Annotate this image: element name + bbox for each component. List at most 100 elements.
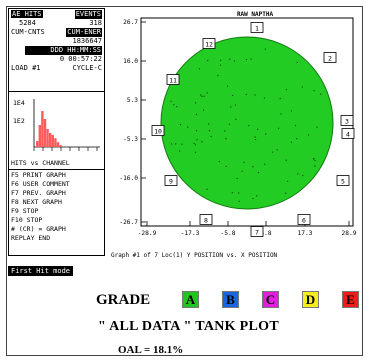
- hit-speck: [195, 151, 197, 153]
- hit-speck: [263, 97, 265, 99]
- hit-speck: [195, 113, 197, 115]
- hit-speck: [241, 170, 243, 172]
- hit-speck: [254, 94, 256, 96]
- hit-speck: [179, 123, 182, 126]
- histogram-bar: [41, 111, 44, 147]
- sensor-8: 8: [199, 214, 213, 225]
- hit-speck: [271, 151, 273, 153]
- hit-speck: [238, 200, 240, 202]
- hit-speck: [264, 163, 266, 165]
- hit-speck: [218, 160, 220, 163]
- hit-speck: [320, 93, 322, 95]
- hit-speck: [193, 142, 195, 144]
- histogram-ytop-label: 1E4: [13, 99, 25, 107]
- grade-a-box: A: [182, 291, 199, 308]
- grade-d-box: D: [302, 291, 319, 308]
- grade-a-letter: A: [185, 292, 196, 307]
- sensor-label: 12: [205, 40, 213, 48]
- hit-speck: [173, 104, 175, 106]
- hit-speck: [264, 48, 266, 50]
- cum-value: 1836647: [72, 37, 102, 45]
- divider: [9, 169, 104, 170]
- sensor-label: 9: [169, 177, 173, 185]
- hit-speck: [256, 195, 258, 197]
- load-label: LOAD #1: [11, 64, 41, 72]
- hit-speck: [207, 59, 209, 62]
- plot-caption: Graph #1 of 7 Loc(1) Y POSITION vs. X PO…: [111, 252, 278, 259]
- y-tick-label: -5.3: [123, 136, 138, 143]
- hit-speck: [219, 64, 222, 66]
- tank-floor-hits: [160, 36, 334, 210]
- hit-speck: [276, 149, 278, 151]
- sensor-label: 1: [255, 24, 259, 32]
- cum-ener-label: CUM-ENER: [66, 28, 102, 37]
- histogram-bar: [49, 133, 52, 147]
- hit-speck: [201, 95, 203, 97]
- x-tick-label: -5.8: [221, 230, 236, 237]
- hit-speck: [170, 100, 172, 102]
- hit-speck: [203, 95, 205, 97]
- histogram-bar: [46, 129, 49, 147]
- histogram-bar: [54, 138, 57, 147]
- events-value: 318: [89, 19, 102, 27]
- hit-speck: [290, 110, 292, 112]
- hits-values: 5284 318: [11, 19, 102, 28]
- histogram-bar: [36, 141, 39, 147]
- sensor-box: [164, 175, 178, 186]
- hit-speck: [255, 139, 257, 141]
- hit-speck: [194, 144, 196, 146]
- sensor-9: 9: [164, 175, 178, 186]
- hit-speck: [313, 90, 315, 92]
- y-tick-label: 16.0: [123, 58, 138, 65]
- hit-speck: [254, 136, 256, 138]
- hit-speck: [279, 98, 281, 100]
- histogram-ticks: [33, 147, 98, 151]
- hit-speck: [314, 165, 316, 167]
- first-hit-mode-badge: First Hit mode: [8, 266, 74, 276]
- hit-speck: [176, 106, 178, 108]
- hit-speck: [187, 126, 189, 128]
- sensor-box: [297, 214, 311, 225]
- hit-speck: [265, 133, 267, 135]
- grade-legend: GRADE A B C D E " ALL DATA " TANK PLOT O…: [0, 284, 377, 364]
- sensor-label: 10: [154, 127, 162, 135]
- hit-speck: [206, 92, 208, 94]
- hit-speck: [206, 188, 208, 190]
- fkey-user-comment[interactable]: F6 USER COMMENT: [11, 180, 70, 188]
- hit-speck: [230, 106, 232, 108]
- hit-speck: [195, 102, 197, 104]
- hit-speck: [290, 141, 292, 143]
- hit-speck: [170, 143, 173, 145]
- fkey-cr-graph[interactable]: # (CR) = GRAPH: [11, 225, 66, 233]
- sensor-2: 2: [323, 52, 337, 63]
- sensor-label: 3: [345, 117, 349, 125]
- sensor-label: 11: [169, 76, 177, 84]
- hit-speck: [233, 60, 235, 62]
- hit-speck: [232, 94, 234, 97]
- hit-speck: [227, 85, 229, 87]
- hit-speck: [200, 94, 202, 96]
- fkey-print-graph[interactable]: F5 PRINT GRAPH: [11, 171, 66, 179]
- fkey-prev-graph[interactable]: F7 PREV. GRAPH: [11, 189, 66, 197]
- plot-y-ticks: 26.7 16.0 5.3 -5.3 -16.0 -26.7: [119, 19, 146, 226]
- hit-speck: [217, 74, 219, 77]
- histogram-bar: [51, 135, 54, 147]
- sensor-box: [341, 128, 355, 139]
- sensor-7: 7: [250, 226, 264, 237]
- ae-hits-label: AE HITS: [11, 10, 43, 18]
- tank-position-plot: RAW NAPTHA 26.7 16.0 5.3 -5.3 -16.0 -26.7 -28…: [111, 11, 357, 259]
- hit-speck: [302, 175, 304, 177]
- hit-speck: [208, 123, 210, 125]
- x-tick-label: 5.8: [260, 230, 271, 237]
- fkey-stop-f10[interactable]: F10 STOP: [11, 216, 43, 224]
- fkey-next-graph[interactable]: F8 NEXT GRAPH: [11, 198, 62, 206]
- ae-monitor-screen: AE HITS EVENTS 5284 318 CUM-CNTS CUM-ENE…: [8, 8, 361, 260]
- grade-b-box: B: [222, 291, 239, 308]
- divider: [9, 91, 104, 92]
- hit-speck: [181, 143, 183, 145]
- histogram-bar: [38, 125, 41, 147]
- fkey-stop[interactable]: F9 STOP: [11, 207, 39, 215]
- sensor-6: 6: [297, 214, 311, 225]
- fkey-replay-end[interactable]: REPLAY END: [11, 234, 51, 242]
- status-panel: AE HITS EVENTS 5284 318 CUM-CNTS CUM-ENE…: [8, 8, 105, 256]
